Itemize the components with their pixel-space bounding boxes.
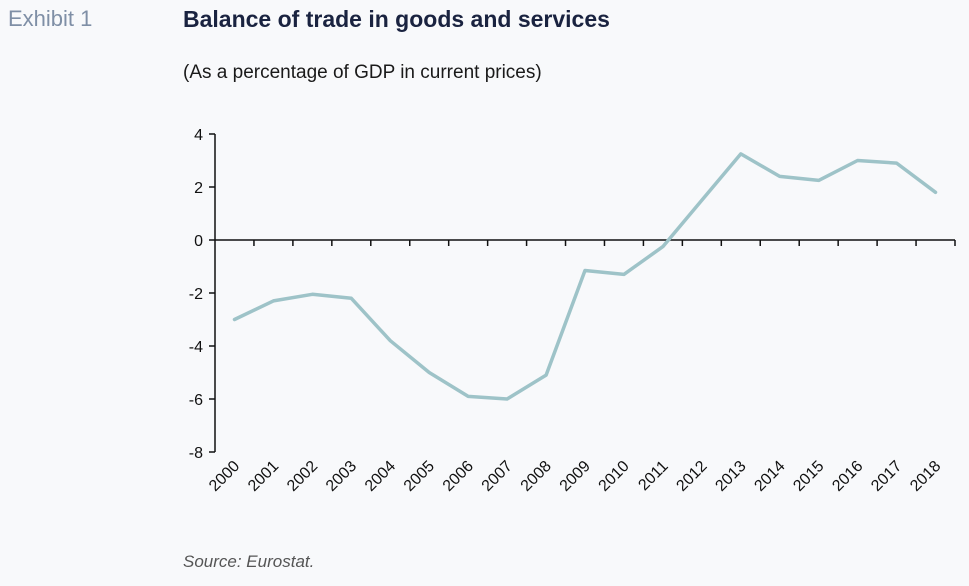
x-tick-label: 2014 [751, 458, 788, 495]
x-tick-label: 2003 [323, 458, 360, 495]
x-tick-label: 2007 [479, 458, 516, 495]
x-tick-label: 2004 [362, 458, 399, 495]
x-tick-label: 2006 [440, 458, 477, 495]
x-tick-label: 2000 [206, 458, 243, 495]
x-tick-label: 2005 [401, 458, 438, 495]
y-tick-label: 2 [194, 180, 203, 197]
y-axis: 4 2 0 -2 -4 -6 -8 [189, 127, 216, 462]
x-tick-label: 2010 [596, 458, 633, 495]
y-tick-label: -6 [189, 392, 203, 409]
x-tick-label: 2016 [829, 458, 866, 495]
y-tick-label: -4 [189, 339, 203, 356]
series-line [232, 152, 938, 401]
x-tick-label: 2009 [557, 458, 594, 495]
chart-title: Balance of trade in goods and services [183, 6, 610, 32]
x-tick-label: 2018 [907, 458, 944, 495]
y-tick-label: -2 [189, 286, 203, 303]
y-tick-label: -8 [189, 445, 203, 462]
exhibit-label: Exhibit 1 [8, 6, 93, 31]
x-tick-label: 2017 [868, 458, 905, 495]
y-tick-label: 4 [194, 127, 203, 144]
x-tick-label: 2011 [635, 458, 671, 494]
x-tick-label: 2008 [518, 458, 555, 495]
y-tick-label: 0 [194, 233, 203, 250]
source-note: Source: Eurostat. [183, 552, 315, 571]
x-tick-label: 2015 [790, 458, 827, 495]
x-tick-label: 2001 [245, 458, 282, 495]
x-tick-label: 2013 [712, 458, 749, 495]
series-group [232, 152, 938, 401]
chart-subtitle: (As a percentage of GDP in current price… [183, 62, 542, 83]
x-tick-label: 2002 [284, 458, 321, 495]
x-tick-label: 2012 [673, 458, 710, 495]
